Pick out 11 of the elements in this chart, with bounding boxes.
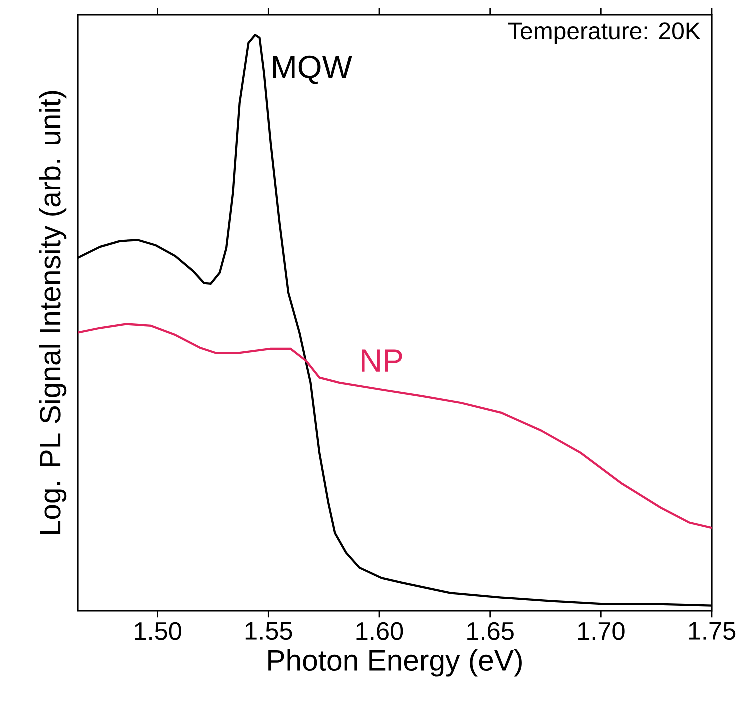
series-label: MQW [273, 56, 352, 84]
x-tick-label: 1.50 [135, 622, 182, 640]
y-axis-title: Log. PL Signal Intensity (arb. unit) [39, 91, 67, 534]
x-tick-label: 1.55 [246, 622, 292, 640]
x-tick-label: 1.70 [578, 622, 625, 640]
series-label: NP [362, 350, 402, 372]
annotation: Temperature: 20K [508, 22, 701, 44]
x-axis-title: Photon Energy (eV) [268, 649, 522, 677]
x-tick-label: 1.60 [356, 622, 404, 640]
x-tick-label: 1.65 [468, 622, 514, 640]
x-tick-label: 1.75 [689, 622, 736, 640]
